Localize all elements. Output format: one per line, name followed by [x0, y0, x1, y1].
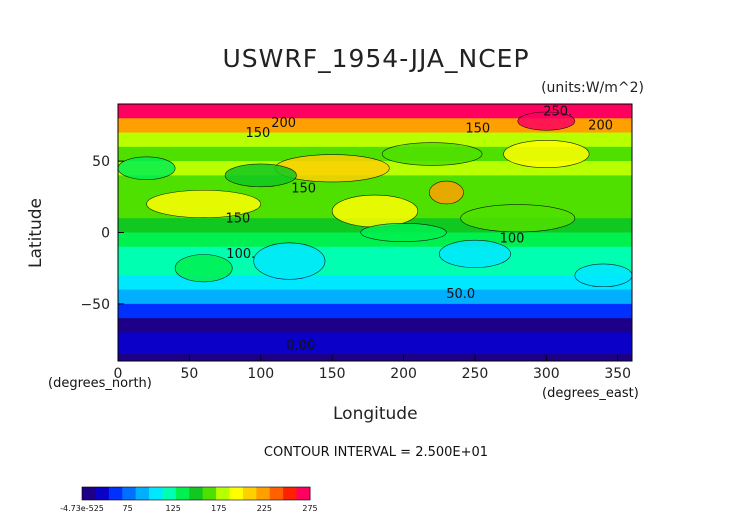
colorbar-swatch: [95, 487, 110, 500]
colorbar-swatch: [216, 487, 231, 500]
heatmap-patch: [517, 111, 576, 131]
contour-label: 0.00: [286, 339, 315, 354]
x-tick-label: 250: [462, 366, 489, 382]
y-tick-label: −50: [80, 297, 110, 313]
heatmap-patch: [146, 189, 262, 218]
heatmap-band: [118, 132, 632, 148]
heatmap-band: [118, 332, 632, 348]
units-label: (units:W/m^2): [541, 80, 644, 96]
heatmap-band: [118, 232, 632, 248]
heatmap-patches: [117, 111, 633, 288]
colorbar-swatch: [82, 487, 96, 500]
contour-label: 150: [291, 182, 316, 197]
axis-ticks: 0 50 100 150 200 250 300 350 −50 0 50: [80, 154, 631, 382]
y-unit-label: (degrees_north): [48, 376, 152, 391]
heatmap-patch: [224, 163, 297, 188]
colorbar-swatch: [269, 487, 284, 500]
heatmap-band: [118, 353, 632, 361]
colorbar-swatch: [202, 487, 217, 500]
y-tick-label: 50: [92, 154, 110, 170]
heatmap-band: [118, 289, 632, 305]
heatmap-patch: [360, 223, 447, 242]
contour-label: 100: [500, 231, 525, 246]
x-axis-label: Longitude: [333, 404, 418, 424]
heatmap-band: [118, 104, 632, 119]
colorbar-label: 75: [123, 504, 133, 513]
colorbar-label: 225: [257, 504, 272, 513]
colorbar-swatch: [122, 487, 137, 500]
x-tick-label: 350: [604, 366, 631, 382]
heatmap-patch: [428, 180, 464, 205]
colorbar-swatch: [135, 487, 150, 500]
colorbar-swatch: [108, 487, 123, 500]
heatmap-band: [118, 303, 632, 319]
heatmap-patch: [117, 156, 176, 180]
heatmap-patch: [381, 142, 483, 166]
colorbar-frame: [81, 486, 311, 501]
heatmap-band: [118, 118, 632, 134]
contour-interval: CONTOUR INTERVAL = 2.500E+01: [263, 445, 489, 460]
heatmap-band: [118, 261, 632, 276]
heatmap-band: [118, 146, 632, 162]
x-tick-label: 150: [319, 366, 346, 382]
colorbar-swatch: [242, 487, 257, 500]
heatmap-band: [118, 275, 632, 291]
x-tick-label: 200: [390, 366, 417, 382]
heatmap-patch: [174, 254, 233, 283]
colorbar-swatch: [149, 487, 163, 500]
contour-label: 50.0: [446, 287, 475, 302]
y-tick-label: 0: [101, 226, 110, 242]
contour-label: 100.: [226, 247, 255, 262]
heatmap-patch: [331, 194, 419, 228]
colorbar-swatch: [256, 487, 271, 500]
contour-label: 200: [271, 116, 296, 131]
x-tick-label: 100: [247, 366, 274, 382]
colorbar-label: 125: [166, 504, 181, 513]
contour-label: 200: [588, 119, 613, 134]
chart-title: USWRF_1954-JJA_NCEP: [222, 44, 530, 73]
colorbar-swatch: [296, 487, 311, 500]
contour-label: 150: [226, 212, 251, 227]
heatmap-patch: [574, 263, 633, 288]
contour-label: 150: [465, 122, 490, 137]
colorbar-label: 175: [211, 504, 226, 513]
heatmap-patch: [253, 242, 326, 280]
colorbar-label: 275: [302, 504, 317, 513]
heatmap-band: [118, 318, 632, 333]
colorbar-swatch: [175, 487, 190, 500]
contour-label: 250.: [543, 104, 572, 119]
contour-label: 150: [246, 126, 271, 141]
colorbar-swatch: [229, 487, 244, 500]
colorbar: -4.73e-525 75 125 175 225 275: [60, 486, 318, 513]
heatmap-patch: [503, 139, 590, 168]
heatmap-patch: [438, 239, 511, 268]
x-unit-label: (degrees_east): [542, 386, 639, 401]
heatmap-patch: [460, 204, 576, 233]
y-axis-label: Latitude: [26, 198, 46, 268]
colorbar-swatch: [189, 487, 204, 500]
x-tick-label: 50: [180, 366, 198, 382]
colorbar-label: -4.73e-525: [60, 504, 104, 513]
colorbar-swatch: [162, 487, 177, 500]
colorbar-swatch: [283, 487, 298, 500]
x-tick-label: 0: [114, 366, 123, 382]
x-tick-label: 300: [533, 366, 560, 382]
